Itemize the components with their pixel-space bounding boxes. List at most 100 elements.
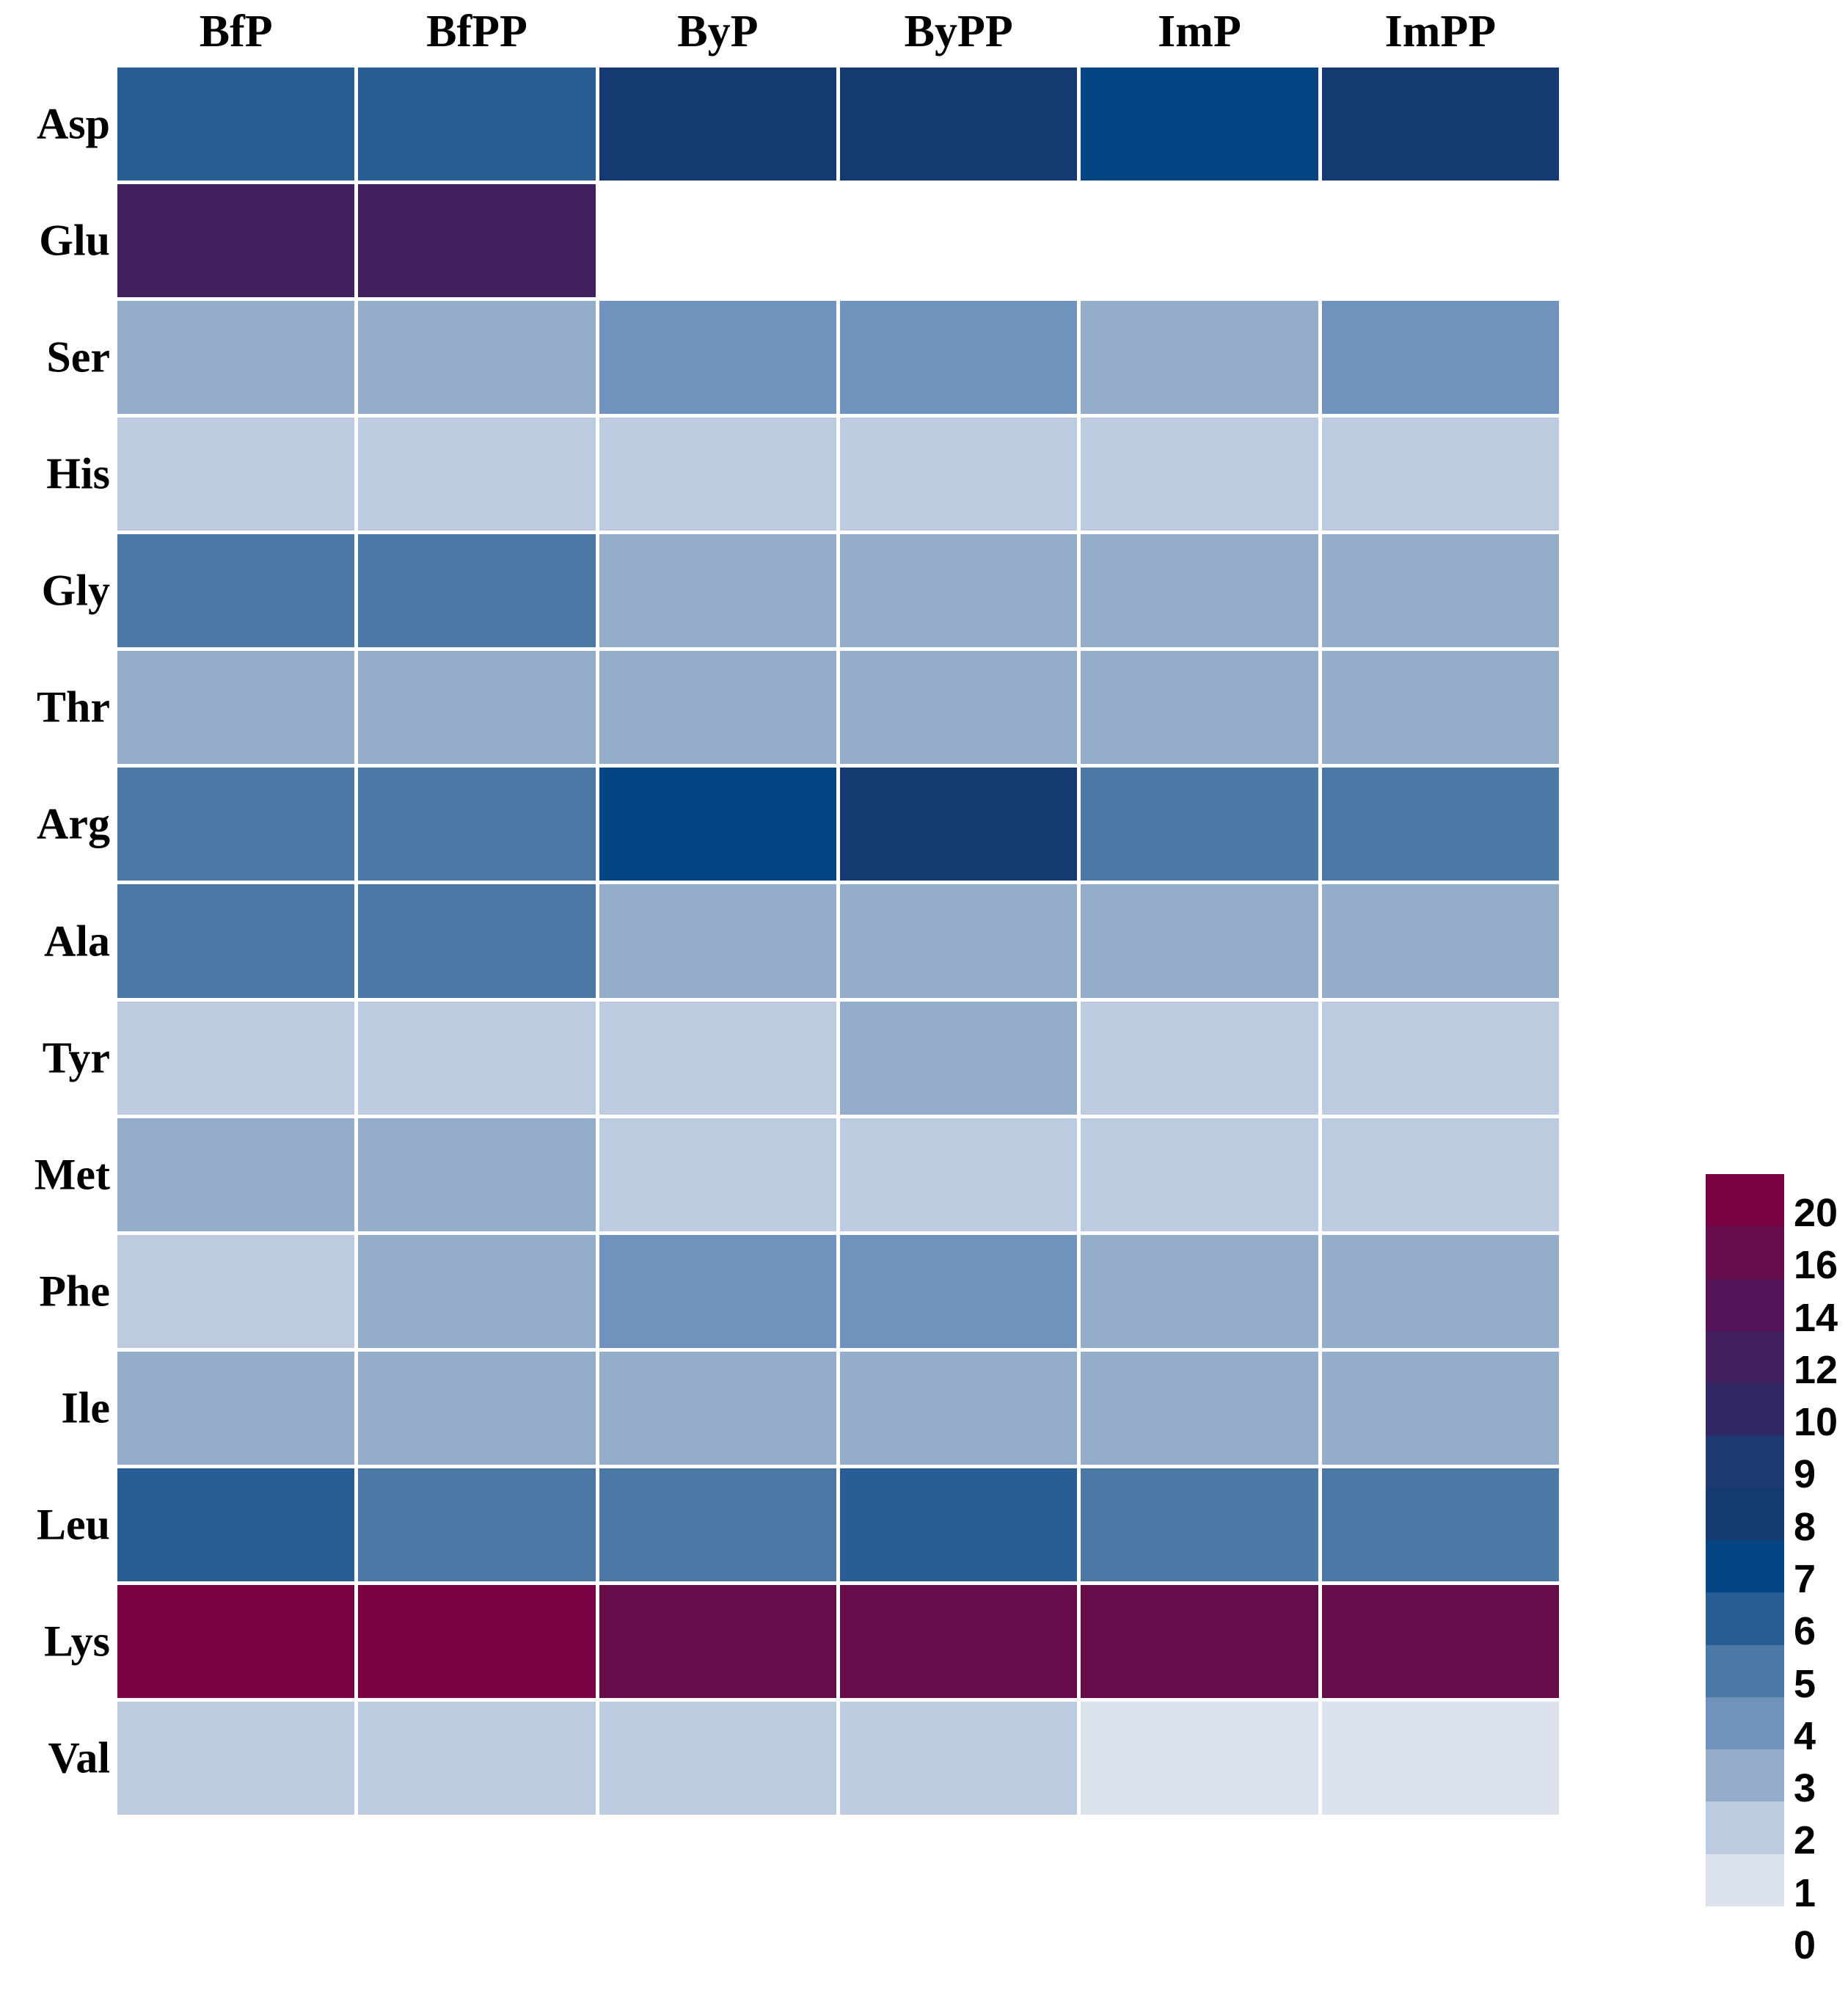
- heatmap-cell: [1321, 1118, 1559, 1231]
- heatmap-cell: [1321, 1001, 1559, 1115]
- heatmap-cell: [599, 418, 836, 531]
- heatmap-cell: [1321, 301, 1559, 415]
- heatmap-cell: [1081, 301, 1318, 415]
- legend-tick-8: 8: [1794, 1504, 1816, 1549]
- heatmap-cell: [840, 1234, 1078, 1348]
- heatmap-cell: [358, 68, 596, 181]
- heatmap-cell: [1321, 68, 1559, 181]
- heatmap-cell: [117, 1701, 355, 1815]
- heatmap-cell: [599, 768, 836, 881]
- legend-tick-5: 5: [1794, 1661, 1816, 1706]
- row-label-leu: Leu: [36, 1500, 110, 1549]
- heatmap-cell: [840, 651, 1078, 765]
- column-header-bypp: ByPP: [904, 7, 1013, 57]
- legend-tick-10: 10: [1794, 1400, 1838, 1445]
- legend-tick-14: 14: [1794, 1295, 1838, 1340]
- legend-color-segment: [1706, 1383, 1784, 1436]
- row-label-lys: Lys: [43, 1617, 110, 1666]
- legend-tick-20: 20: [1794, 1191, 1838, 1235]
- heatmap-cell: [358, 418, 596, 531]
- legend-color-segment: [1706, 1226, 1784, 1279]
- row-label-met: Met: [34, 1150, 110, 1199]
- heatmap-cell: [1081, 884, 1318, 998]
- column-header-bfp: BfP: [199, 7, 273, 57]
- row-label-glu: Glu: [39, 216, 110, 265]
- legend-tick-6: 6: [1794, 1609, 1816, 1654]
- heatmap-cell: [1081, 68, 1318, 181]
- heatmap-cell: [840, 1118, 1078, 1231]
- legend-tick-7: 7: [1794, 1557, 1816, 1601]
- heatmap-cell: [840, 884, 1078, 998]
- row-label-val: Val: [48, 1733, 111, 1782]
- heatmap-cell: [117, 1351, 355, 1465]
- heatmap-cell: [358, 1584, 596, 1698]
- heatmap-cell: [840, 1351, 1078, 1465]
- column-header-bfpp: BfPP: [426, 7, 527, 57]
- heatmap-cell: [1081, 1584, 1318, 1698]
- legend-tick-9: 9: [1794, 1452, 1816, 1497]
- heatmap-cell: [358, 534, 596, 648]
- legend-tick-4: 4: [1794, 1713, 1816, 1758]
- heatmap-cell: [117, 1118, 355, 1231]
- heatmap-cell: [1081, 1118, 1318, 1231]
- heatmap-cell: [599, 1701, 836, 1815]
- heatmap-cell: [840, 1001, 1078, 1115]
- heatmap-cell: [358, 768, 596, 881]
- row-label-asp: Asp: [36, 99, 110, 148]
- heatmap-cell: [599, 1001, 836, 1115]
- heatmap-cell: [117, 68, 355, 181]
- heatmap-cell: [1321, 534, 1559, 648]
- row-label-thr: Thr: [36, 682, 110, 732]
- heatmap-cell: [358, 651, 596, 765]
- heatmap-cell: [358, 884, 596, 998]
- legend-tick-0: 0: [1794, 1923, 1816, 1967]
- legend-color-segment: [1706, 1330, 1784, 1384]
- heatmap-cell: [1081, 1701, 1318, 1815]
- row-label-gly: Gly: [41, 566, 110, 615]
- heatmap-cell: [1321, 651, 1559, 765]
- heatmap-cell: [1081, 1468, 1318, 1581]
- heatmap-cell: [117, 768, 355, 881]
- legend-color-segment: [1706, 1174, 1784, 1227]
- legend-tick-12: 12: [1794, 1347, 1838, 1392]
- row-label-phe: Phe: [39, 1267, 110, 1316]
- legend-color-segment: [1706, 1435, 1784, 1488]
- legend-color-segment: [1706, 1697, 1784, 1750]
- legend-colorbar: [1706, 1174, 1784, 1906]
- heatmap-cell: [1081, 768, 1318, 881]
- heatmap-cell: [1081, 1001, 1318, 1115]
- heatmap-cell: [599, 1118, 836, 1231]
- heatmap-cell: [840, 1584, 1078, 1698]
- legend-tick-3: 3: [1794, 1766, 1816, 1811]
- heatmap-cell: [1081, 651, 1318, 765]
- heatmap-cell: [358, 184, 596, 298]
- heatmap-cell: [358, 1118, 596, 1231]
- heatmap-cell: [599, 1351, 836, 1465]
- legend-color-segment: [1706, 1749, 1784, 1802]
- row-label-ala: Ala: [44, 917, 110, 965]
- heatmap-cell: [358, 1351, 596, 1465]
- heatmap-cell: [1321, 1234, 1559, 1348]
- heatmap-cell: [599, 884, 836, 998]
- legend-color-segment: [1706, 1278, 1784, 1331]
- heatmap-cell: [840, 301, 1078, 415]
- heatmap-cell: [599, 651, 836, 765]
- heatmap-cell: [1321, 1468, 1559, 1581]
- column-header-imp: ImP: [1158, 7, 1241, 57]
- legend-color-segment: [1706, 1854, 1784, 1906]
- heatmap-cell: [117, 884, 355, 998]
- heatmap-cell: [1321, 1351, 1559, 1465]
- heatmap-cell: [117, 1234, 355, 1348]
- heatmap-cell: [599, 68, 836, 181]
- heatmap-cell: [117, 1001, 355, 1115]
- heatmap-cell: [599, 1468, 836, 1581]
- row-label-tyr: Tyr: [42, 1033, 110, 1082]
- heatmap-cell: [840, 68, 1078, 181]
- legend-color-segment: [1706, 1801, 1784, 1854]
- legend-color-segment: [1706, 1644, 1784, 1697]
- heatmap-cell: [1321, 418, 1559, 531]
- heatmap-cell: [117, 301, 355, 415]
- heatmap-cell: [358, 301, 596, 415]
- heatmap-cell: [1081, 418, 1318, 531]
